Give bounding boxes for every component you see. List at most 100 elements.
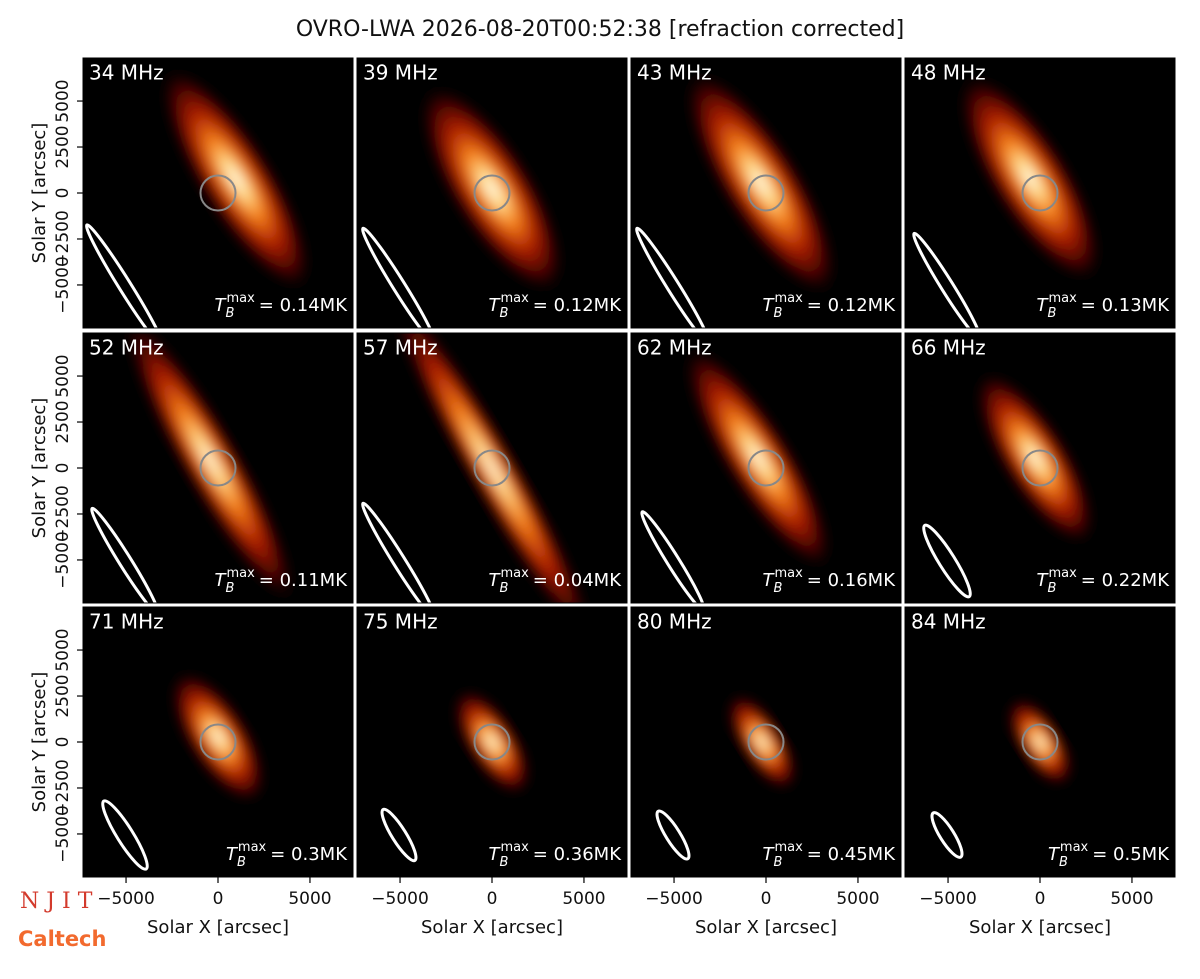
tb-label: TBmax = 0.3MK — [226, 840, 348, 870]
emission — [975, 371, 1095, 545]
x-axis-label: Solar X [arcsec] — [695, 917, 837, 938]
panel-title: 34 MHz — [89, 61, 164, 85]
tb-text: = 0.22MK — [1081, 570, 1170, 591]
panel-title: 62 MHz — [637, 336, 712, 360]
tb-superscript: max — [500, 566, 529, 581]
tb-superscript: max — [1048, 566, 1077, 581]
panel-title: 57 MHz — [363, 336, 438, 360]
tb-text: = 0.12MK — [807, 295, 896, 316]
tb-label: TBmax = 0.22MK — [1037, 566, 1171, 596]
figure-title: OVRO-LWA 2026-08-20T00:52:38 [refraction… — [296, 17, 904, 42]
emission — [684, 70, 838, 296]
y-tick-label: 5000 — [53, 79, 73, 122]
panel — [905, 333, 1175, 603]
tb-symbol: T — [763, 295, 776, 316]
tb-subscript: B — [1048, 581, 1057, 596]
panel-title: 80 MHz — [637, 610, 712, 634]
tb-subscript: B — [226, 306, 235, 321]
solar-disk — [1021, 723, 1059, 761]
tb-superscript: max — [226, 291, 255, 306]
tb-label: TBmax = 0.5MK — [1048, 840, 1170, 870]
panel — [83, 607, 353, 877]
emission — [419, 85, 565, 293]
x-tick-label: 5000 — [562, 889, 605, 909]
panel-title: 71 MHz — [89, 610, 164, 634]
tb-superscript: max — [238, 840, 267, 855]
tb-subscript: B — [237, 855, 246, 870]
y-tick-label: −2500 — [53, 485, 73, 543]
x-axis-label: Solar X [arcsec] — [147, 917, 289, 938]
y-tick-label: −5000 — [53, 256, 73, 314]
tb-text: = 0.11MK — [259, 570, 348, 591]
y-tick-label: −5000 — [53, 805, 73, 863]
solar-disk — [199, 174, 237, 212]
y-tick-label: −2500 — [53, 759, 73, 817]
y-tick-label: 2500 — [53, 125, 73, 168]
beam — [380, 807, 418, 863]
y-tick-label: 0 — [53, 188, 73, 199]
emission — [683, 346, 833, 570]
beam — [655, 809, 691, 861]
y-tick-label: 5000 — [53, 354, 73, 397]
x-tick-label: −5000 — [371, 889, 429, 909]
emission — [170, 671, 266, 803]
solar-disk — [747, 174, 785, 212]
beam — [635, 226, 711, 328]
panel — [631, 607, 901, 877]
tb-label: TBmax = 0.13MK — [1037, 291, 1171, 321]
y-tick-label: 2500 — [53, 674, 73, 717]
beam — [361, 226, 437, 328]
x-tick-label: 0 — [487, 889, 498, 909]
tb-superscript: max — [500, 291, 529, 306]
solar-disk — [747, 723, 785, 761]
emission — [1007, 698, 1073, 786]
tb-subscript: B — [500, 855, 509, 870]
x-tick-label: 0 — [213, 889, 224, 909]
tb-text: = 0.13MK — [1081, 295, 1170, 316]
panel-title: 52 MHz — [89, 336, 164, 360]
tb-subscript: B — [774, 306, 783, 321]
x-tick-label: 5000 — [1110, 889, 1153, 909]
panel-title: 43 MHz — [637, 61, 712, 85]
y-tick-label: 2500 — [53, 400, 73, 443]
panel-frame — [630, 57, 902, 329]
y-tick-label: 5000 — [53, 628, 73, 671]
panel — [83, 333, 353, 603]
panel — [905, 58, 1175, 328]
tb-symbol: T — [215, 570, 228, 591]
tb-symbol: T — [763, 844, 776, 865]
solar-disk — [473, 174, 511, 212]
tb-text: = 0.14MK — [259, 295, 348, 316]
tb-superscript: max — [1048, 291, 1077, 306]
solar-disk — [1021, 449, 1059, 487]
tb-symbol: T — [763, 570, 776, 591]
emission — [727, 693, 797, 791]
beam — [90, 506, 160, 603]
tb-label: TBmax = 0.14MK — [215, 291, 349, 321]
beam — [922, 523, 972, 599]
logo-njit: N J I T — [20, 889, 93, 914]
tb-superscript: max — [1060, 840, 1089, 855]
y-tick-label: 0 — [53, 463, 73, 474]
tb-symbol: T — [489, 570, 502, 591]
beam — [640, 510, 706, 603]
tb-text: = 0.16MK — [807, 570, 896, 591]
beam — [912, 231, 982, 328]
panel-frame — [356, 332, 628, 604]
logo-caltech: Caltech — [18, 927, 106, 951]
solar-disk — [199, 449, 237, 487]
tb-label: TBmax = 0.04MK — [489, 566, 623, 596]
beam — [101, 799, 149, 871]
panel — [631, 58, 901, 328]
solar-disk — [473, 723, 511, 761]
x-tick-label: 0 — [761, 889, 772, 909]
panel-title: 39 MHz — [363, 61, 438, 85]
x-tick-label: 5000 — [836, 889, 879, 909]
y-axis-label: Solar Y [arcsec] — [29, 123, 50, 264]
panel — [905, 607, 1175, 877]
beam — [361, 501, 437, 603]
x-tick-label: −5000 — [919, 889, 977, 909]
tb-text: = 0.45MK — [807, 844, 896, 865]
tb-label: TBmax = 0.16MK — [763, 566, 897, 596]
